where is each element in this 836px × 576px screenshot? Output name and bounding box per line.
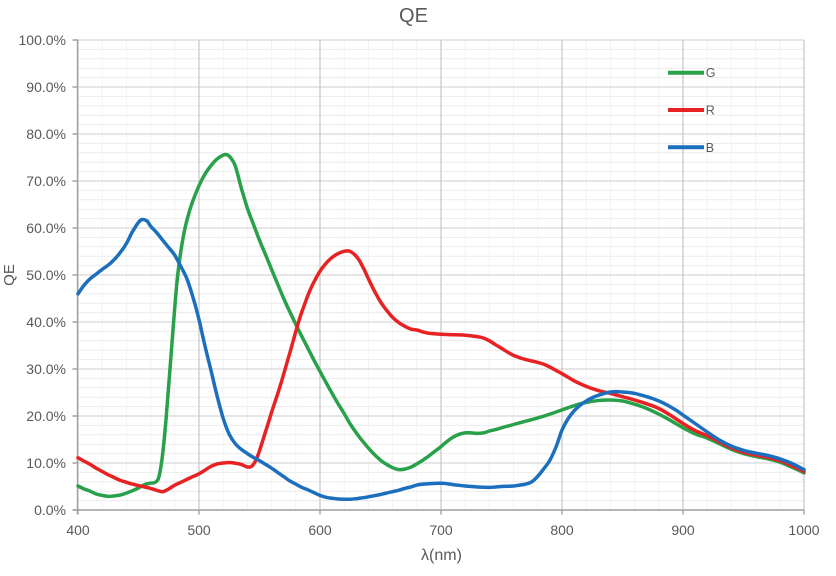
svg-text:λ(nm): λ(nm) bbox=[421, 547, 462, 564]
svg-text:QE: QE bbox=[399, 5, 428, 27]
svg-text:100.0%: 100.0% bbox=[19, 32, 66, 48]
svg-text:70.0%: 70.0% bbox=[26, 173, 66, 189]
svg-text:10.0%: 10.0% bbox=[26, 455, 66, 471]
svg-text:900: 900 bbox=[671, 522, 695, 538]
svg-text:20.0%: 20.0% bbox=[26, 408, 66, 424]
svg-text:QE: QE bbox=[1, 264, 18, 286]
svg-text:R: R bbox=[706, 104, 715, 118]
svg-text:90.0%: 90.0% bbox=[26, 79, 66, 95]
svg-text:B: B bbox=[706, 141, 714, 155]
svg-text:800: 800 bbox=[550, 522, 574, 538]
svg-text:60.0%: 60.0% bbox=[26, 220, 66, 236]
svg-text:G: G bbox=[706, 66, 716, 80]
svg-text:600: 600 bbox=[308, 522, 332, 538]
svg-text:50.0%: 50.0% bbox=[26, 267, 66, 283]
svg-text:40.0%: 40.0% bbox=[26, 314, 66, 330]
svg-text:0.0%: 0.0% bbox=[34, 502, 66, 518]
svg-text:500: 500 bbox=[187, 522, 211, 538]
svg-text:80.0%: 80.0% bbox=[26, 126, 66, 142]
svg-text:30.0%: 30.0% bbox=[26, 361, 66, 377]
svg-text:400: 400 bbox=[66, 522, 90, 538]
svg-text:1000: 1000 bbox=[788, 522, 819, 538]
svg-text:700: 700 bbox=[429, 522, 453, 538]
